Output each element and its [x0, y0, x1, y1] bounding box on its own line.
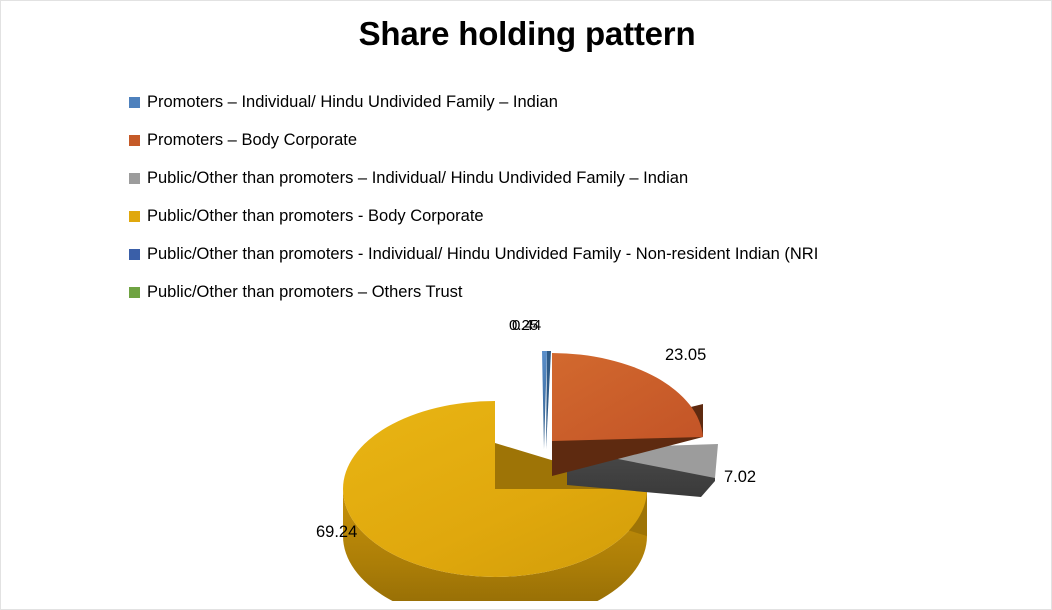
data-label-orange: 23.05 [665, 346, 707, 364]
legend-item-public-body-corporate[interactable]: Public/Other than promoters - Body Corpo… [129, 197, 1009, 235]
legend-item-label: Promoters – Body Corporate [147, 130, 358, 149]
legend-item-promoters-individual-huf-indian[interactable]: Promoters – Individual/ Hindu Undivided … [129, 83, 1009, 121]
data-label-tiny-a: 0.25 [509, 317, 539, 334]
legend-swatch-icon [129, 96, 140, 108]
pie-slice-top [552, 353, 703, 441]
pie-slice-tiny-group[interactable] [542, 351, 551, 449]
legend-item-public-individual-huf-indian[interactable]: Public/Other than promoters – Individual… [129, 159, 1009, 197]
legend-item-label: Public/Other than promoters - Individual… [147, 244, 819, 263]
data-label-gray: 7.02 [724, 468, 757, 486]
pie-slice-public-individual-huf-nri[interactable] [546, 351, 551, 449]
legend-item-label: Public/Other than promoters – Others Tru… [147, 282, 463, 301]
chart-legend: Promoters – Individual/ Hindu Undivided … [129, 83, 1009, 311]
pie-chart-plot: 23.05 7.02 69.24 0.25 0.44 [1, 301, 1051, 601]
pie-slice-promoters-individual-huf-indian[interactable] [542, 351, 547, 449]
pie-slice-side [343, 489, 647, 601]
legend-swatch-icon [129, 172, 140, 184]
legend-item-label: Public/Other than promoters – Individual… [147, 168, 689, 187]
pie-chart-svg [343, 351, 718, 601]
legend-swatch-icon [129, 134, 140, 146]
legend-item-public-others-trust[interactable]: Public/Other than promoters – Others Tru… [129, 273, 1009, 311]
page-title: Share holding pattern [358, 15, 696, 52]
legend-item-public-individual-huf-nri[interactable]: Public/Other than promoters - Individual… [129, 235, 1009, 273]
pie-slice-public-body-corporate[interactable] [343, 401, 647, 601]
pie-slice-top [343, 401, 647, 577]
legend-item-label: Public/Other than promoters - Body Corpo… [147, 206, 484, 225]
legend-swatch-icon [129, 210, 140, 222]
legend-swatch-icon [129, 286, 140, 298]
legend-item-label: Promoters – Individual/ Hindu Undivided … [147, 92, 558, 111]
legend-swatch-icon [129, 248, 140, 260]
legend-item-promoters-body-corporate[interactable]: Promoters – Body Corporate [129, 121, 1009, 159]
data-label-tiny-b: 0.44 [512, 317, 542, 334]
pie-slice-promoters-body-corporate[interactable] [552, 353, 703, 476]
data-label-gold: 69.24 [316, 523, 358, 541]
